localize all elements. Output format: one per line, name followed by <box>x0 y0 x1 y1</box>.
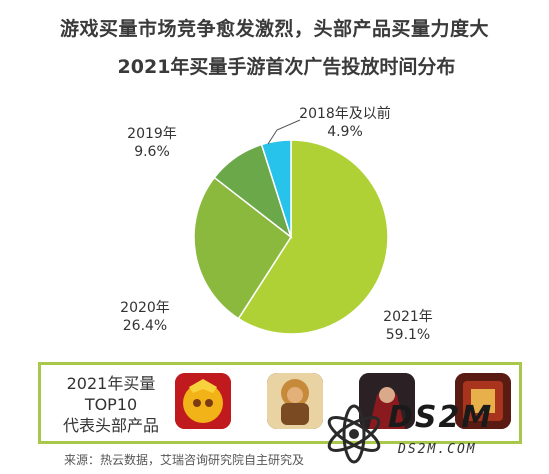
slice-label-1: 2021年 <box>383 309 433 325</box>
game-icon-3 <box>359 373 415 429</box>
leader-line-4 <box>267 119 301 145</box>
watermark: DS2M DS2M.COM <box>318 398 546 470</box>
banner-caption: 2021年买量 TOP10 代表头部产品 <box>47 373 175 436</box>
game-icon-1 <box>175 373 231 429</box>
pie-slice-1 <box>237 139 389 335</box>
slice-value-2: 26.4% <box>123 318 167 334</box>
pie-slice-4 <box>260 139 292 238</box>
chart-title-line1: 游戏买量市场竞争愈发激烈，头部产品买量力度大 <box>59 18 489 40</box>
watermark-sub: DS2M.COM <box>398 442 477 457</box>
banner-line2: TOP10 <box>84 395 138 414</box>
slice-value-4: 4.9% <box>327 124 363 140</box>
pie-slice-2 <box>193 176 293 320</box>
slice-value-1: 59.1% <box>386 327 430 343</box>
slice-label-2: 2020年 <box>120 300 170 316</box>
game-icon-2 <box>267 373 323 429</box>
slice-label-4: 2018年及以前 <box>299 105 391 122</box>
banner-line1: 2021年买量 <box>66 374 156 393</box>
game-icon-4 <box>455 373 511 429</box>
slice-value-3: 9.6% <box>134 144 170 160</box>
source-note: 来源：热云数据，艾瑞咨询研究院自主研究及 <box>64 453 305 467</box>
top10-banner: 2021年买量 TOP10 代表头部产品 <box>38 362 522 444</box>
watermark-main: DS2M <box>388 400 494 435</box>
chart-title-line2: 2021年买量手游首次广告投放时间分布 <box>117 56 456 78</box>
banner-line3: 代表头部产品 <box>62 416 159 435</box>
slice-label-3: 2019年 <box>127 126 177 142</box>
atom-logo-icon <box>327 404 381 464</box>
